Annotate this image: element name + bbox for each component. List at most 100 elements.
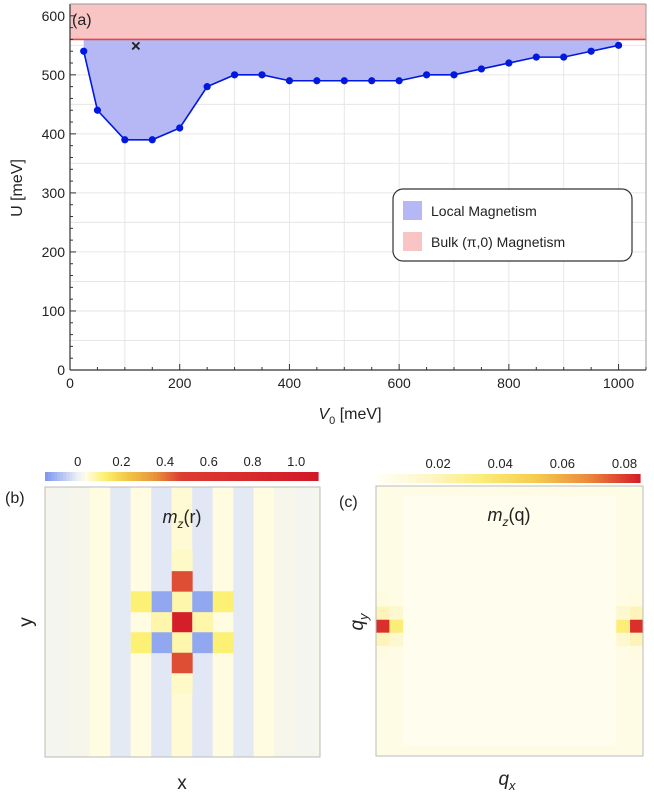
heatmap-b-cell xyxy=(171,652,193,674)
colorbar-b-segment xyxy=(311,472,316,481)
colorbar-c-segment xyxy=(499,474,503,483)
colorbar-c-segment xyxy=(481,474,486,483)
colorbar-b-tick-label: 0.4 xyxy=(156,454,174,469)
colorbar-b-segment xyxy=(220,472,225,481)
colorbar-b-segment xyxy=(66,472,70,481)
heatmap-b-stripe xyxy=(48,487,70,757)
colorbar-b-segment xyxy=(114,472,119,481)
data-point xyxy=(148,136,156,144)
colorbar-c-segment xyxy=(572,474,577,483)
colorbar-b-segment xyxy=(175,472,180,481)
colorbar-b-segment xyxy=(314,472,319,481)
colorbar-c-segment xyxy=(593,474,597,483)
colorbar-b-segment xyxy=(196,472,201,481)
colorbar-b-segment xyxy=(230,472,234,481)
colorbar-c-tick-label: 0.06 xyxy=(550,456,575,471)
colorbar-b-segment xyxy=(45,472,49,481)
plot-frame xyxy=(69,3,647,371)
colorbar-c-segment xyxy=(587,474,591,483)
colorbar-b-segment xyxy=(284,472,289,481)
colorbar-b-segment xyxy=(51,472,55,481)
colorbar-c-segment xyxy=(387,474,392,483)
colorbar-b-segment xyxy=(84,472,89,481)
colorbar-b-segment xyxy=(269,472,274,481)
heatmap-b-cell xyxy=(171,611,193,633)
legend-box xyxy=(392,188,633,262)
colorbar-c-segment xyxy=(522,474,527,483)
colorbar-c-segment xyxy=(408,474,412,483)
colorbar-c-segment xyxy=(461,474,465,483)
heatmap-b-cell xyxy=(151,632,173,654)
colorbar-c-segment xyxy=(549,474,553,483)
x-tick-label: 800 xyxy=(497,375,521,391)
colorbar-b-segment xyxy=(211,472,216,481)
colorbar-c-segment xyxy=(563,474,568,483)
colorbar-c-segment xyxy=(575,474,579,483)
data-point xyxy=(176,124,184,132)
x-tick-label: 1000 xyxy=(603,375,634,391)
data-point xyxy=(477,65,486,73)
data-point xyxy=(587,47,595,55)
colorbar-c xyxy=(376,474,641,483)
colorbar-b-segment xyxy=(132,472,137,481)
data-point xyxy=(285,77,294,85)
heatmap-c-frame xyxy=(375,485,644,757)
colorbar-b-segment xyxy=(275,472,280,481)
colorbar-b-tick-label: 1.0 xyxy=(287,454,305,469)
colorbar-c-segment xyxy=(425,474,430,483)
colorbar-c-segment xyxy=(543,474,547,483)
legend: Local Magnetism Bulk (π,0) Magnetism xyxy=(392,188,633,262)
colorbar-b-segment xyxy=(123,472,128,481)
colorbar-c-segment xyxy=(393,474,398,483)
colorbar-c-segment xyxy=(525,474,530,483)
colorbar-c-segment xyxy=(619,474,623,483)
colorbar-b-segment xyxy=(236,472,240,481)
heatmap-b-frame xyxy=(44,486,321,758)
colorbar-c-segment xyxy=(569,474,574,483)
colorbar-c-segment xyxy=(513,474,518,483)
heatmap-b-cell xyxy=(212,591,234,613)
x-tick-label: 200 xyxy=(168,375,192,391)
data-point xyxy=(80,47,88,55)
data-point xyxy=(422,71,431,79)
colorbar-c-segment xyxy=(422,474,427,483)
colorbar-b-segment xyxy=(178,472,183,481)
colorbar-c-segment xyxy=(560,474,565,483)
colorbar-c-segment xyxy=(478,474,483,483)
colorbar-b-segment xyxy=(193,472,198,481)
colorbar-c-segment xyxy=(528,474,533,483)
colorbar-b-segment xyxy=(199,472,204,481)
y-tick-label: 100 xyxy=(42,303,66,319)
colorbar-c-segment xyxy=(443,474,447,483)
colorbar-c-segment xyxy=(384,474,389,483)
colorbar-b-segment xyxy=(117,472,122,481)
x-tick-label: 600 xyxy=(387,375,411,391)
colorbar-c-segment xyxy=(431,474,436,483)
colorbar-c-segment xyxy=(490,474,494,483)
heatmap-c-x-label: qx xyxy=(498,769,516,793)
colorbar-b-segment xyxy=(242,472,246,481)
colorbar-b-segment xyxy=(142,472,146,481)
colorbar-c-segment xyxy=(546,474,550,483)
heatmap-b-cell xyxy=(192,611,214,633)
heatmap-c xyxy=(376,486,644,756)
colorbar-b-segment xyxy=(172,472,177,481)
panel-label-c: (c) xyxy=(339,494,358,511)
colorbar-c-ticks: 0.02 0.04 0.06 0.08 xyxy=(425,456,637,471)
colorbar-c-tick-label: 0.04 xyxy=(488,456,513,471)
local-magnetism-region xyxy=(83,39,619,140)
colorbar-b-segment xyxy=(214,472,219,481)
heatmap-c-cell xyxy=(629,632,644,647)
heatmap-c-cell xyxy=(389,619,404,634)
colorbar-c-segment xyxy=(449,474,453,483)
heatmap-c-cell xyxy=(629,646,644,660)
y-tick-label: 600 xyxy=(42,8,66,24)
colorbar-c-segment xyxy=(581,474,585,483)
colorbar-c-segment xyxy=(519,474,524,483)
heatmap-b-cell xyxy=(171,570,193,592)
legend-swatch-local xyxy=(403,201,422,220)
colorbar-b-segment xyxy=(145,472,149,481)
colorbar-c-segment xyxy=(434,474,439,483)
heatmap-b-cell xyxy=(212,632,234,654)
data-point xyxy=(258,71,266,79)
